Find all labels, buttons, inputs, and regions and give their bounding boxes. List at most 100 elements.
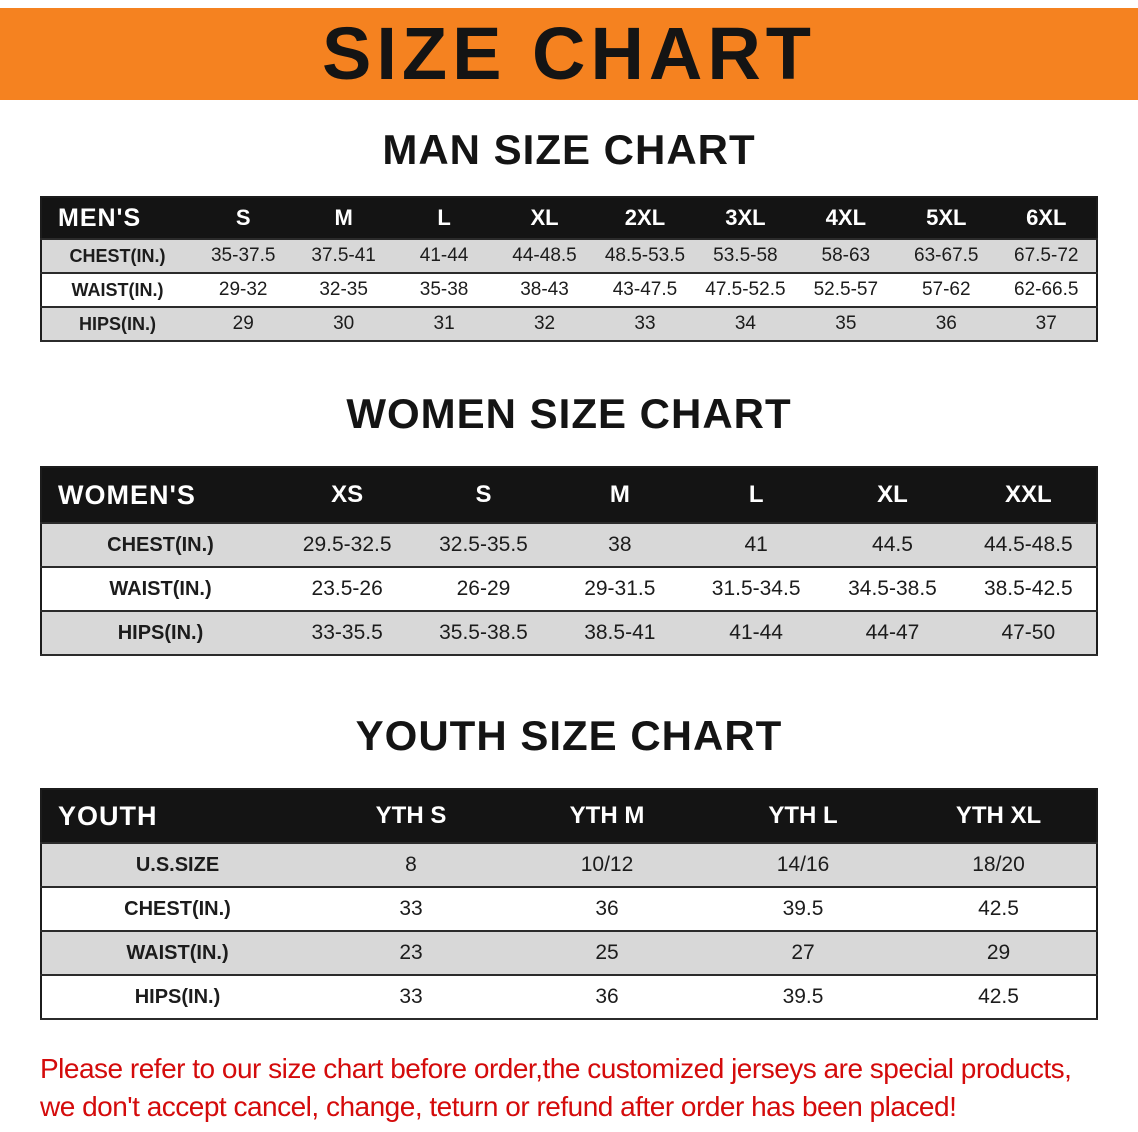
value-cell: 36 [595,897,619,920]
table-title-cell: YOUTH [41,789,313,843]
size-header-cell: L [687,467,825,523]
value-cell: 47.5-52.5 [705,279,786,300]
size-header-cell: 3XL [695,197,796,239]
value-cell: 38-43 [520,279,569,300]
value-cell: 33 [634,313,656,334]
table-row: WAIST(IN.) 23.5-26 26-29 29-31.5 31.5-34.5 34… [41,567,1097,611]
women-size-section: WOMEN SIZE CHART WOMEN'S XS S M L XL XXL CHEST(… [0,390,1138,656]
value-cell: 62-66.5 [1014,279,1079,300]
row-label-cell: U.S.SIZE [135,853,220,876]
table-row: HIPS(IN.) 33-35.5 35.5-38.5 38.5-41 41-44 44-… [41,611,1097,655]
value-cell: 32.5-35.5 [439,533,528,556]
value-cell: 32-35 [319,279,368,300]
value-cell: 18/20 [972,853,1025,876]
size-header-cell: M [551,467,688,523]
value-cell: 29 [232,313,254,334]
value-cell: 48.5-53.5 [604,245,686,266]
value-cell: 39.5 [782,897,824,920]
disclaimer: Please refer to our size chart before or… [40,1050,1120,1126]
disclaimer-line-1: Please refer to our size chart before or… [40,1053,1072,1084]
women-section-heading: WOMEN SIZE CHART [346,390,792,437]
table-title-cell: MEN'S [41,197,193,239]
row-label-cell: HIPS(IN.) [134,985,221,1008]
size-header-cell: 4XL [795,197,897,239]
row-label-cell: WAIST(IN.) [71,279,164,300]
value-cell: 8 [405,853,417,876]
row-label-cell: WAIST(IN.) [109,577,212,600]
value-cell: 33-35.5 [311,621,383,644]
size-header-cell: M [293,197,394,239]
size-header-cell: L [393,197,495,239]
size-header-cell: YTH XL [901,789,1097,843]
value-cell: 44-47 [865,621,920,644]
size-header-cell: 5XL [896,197,997,239]
value-cell: 26-29 [456,577,511,600]
value-cell: 29-32 [218,279,268,300]
youth-section-heading: YOUTH SIZE CHART [355,712,783,759]
men-section-heading: MAN SIZE CHART [382,126,756,173]
value-cell: 33 [399,897,423,920]
value-cell: 38 [608,533,632,556]
youth-size-table: YOUTH YTH S YTH M YTH L YTH XL U.S.SIZE 8 10/12… [40,788,1098,1020]
size-header-cell: YTH L [705,789,901,843]
value-cell: 35-37.5 [210,245,276,266]
value-cell: 29.5-32.5 [302,533,392,556]
table-row: CHEST(IN.) 35-37.5 37.5-41 41-44 44-48.5 48.5… [41,239,1097,273]
value-cell: 39.5 [782,985,824,1008]
row-label-cell: CHEST(IN.) [124,897,231,920]
banner-title: SIZE CHART [322,12,816,95]
value-cell: 41 [744,533,768,556]
row-label-cell: HIPS(IN.) [78,313,156,334]
value-cell: 36 [595,985,619,1008]
size-header-cell: XXL [960,467,1097,523]
value-cell: 29-31.5 [584,577,656,600]
value-cell: 41-44 [729,621,783,644]
value-cell: 42.5 [978,897,1019,920]
size-header-cell: 2XL [594,197,696,239]
value-cell: 44-48.5 [512,245,577,266]
value-cell: 44.5-48.5 [983,533,1073,556]
value-cell: 52.5-57 [813,279,879,300]
row-label-cell: WAIST(IN.) [126,941,229,964]
value-cell: 36 [935,313,957,334]
table-header-row: MEN'S S M L XL 2XL 3XL 4XL 5XL 6XL [41,197,1097,239]
table-row: CHEST(IN.) 33 36 39.5 42.5 [41,887,1097,931]
value-cell: 23 [399,941,423,964]
value-cell: 37.5-41 [311,245,376,266]
table-row: HIPS(IN.) 33 36 39.5 42.5 [41,975,1097,1019]
value-cell: 57-62 [921,279,971,300]
value-cell: 32 [533,313,556,334]
value-cell: 47-50 [1001,621,1056,644]
value-cell: 53.5-58 [713,245,778,266]
value-cell: 10/12 [580,853,634,876]
value-cell: 63-67.5 [914,245,979,266]
value-cell: 30 [333,313,355,334]
value-cell: 44.5 [872,533,913,556]
table-title-cell: WOMEN'S [41,467,279,523]
value-cell: 25 [595,941,619,964]
size-header-cell: YTH S [313,789,509,843]
value-cell: 27 [791,941,815,964]
size-header-cell: XL [824,467,961,523]
value-cell: 31 [433,313,455,334]
value-cell: 41-44 [419,245,469,266]
value-cell: 31.5-34.5 [711,577,801,600]
row-label-cell: HIPS(IN.) [117,621,204,644]
size-header-cell: S [193,197,294,239]
men-size-table: MEN'S S M L XL 2XL 3XL 4XL 5XL 6XL CHEST(IN.) 35-37… [40,196,1098,342]
value-cell: 42.5 [978,985,1019,1008]
value-cell: 35.5-38.5 [439,621,528,644]
size-chart-banner: SIZE CHART [0,8,1138,100]
size-header-cell: S [415,467,552,523]
value-cell: 38.5-42.5 [983,577,1073,600]
table-row: HIPS(IN.) 29 30 31 32 33 34 35 36 37 [41,307,1097,341]
value-cell: 38.5-41 [584,621,656,644]
row-label-cell: CHEST(IN.) [107,533,214,556]
women-size-table: WOMEN'S XS S M L XL XXL CHEST(IN.) 29.5-32.5 32.5… [40,466,1098,656]
size-header-cell: YTH M [509,789,705,843]
value-cell: 35 [835,313,857,334]
size-header-cell: XL [494,197,595,239]
value-cell: 34 [734,313,756,334]
value-cell: 35-38 [419,279,469,300]
